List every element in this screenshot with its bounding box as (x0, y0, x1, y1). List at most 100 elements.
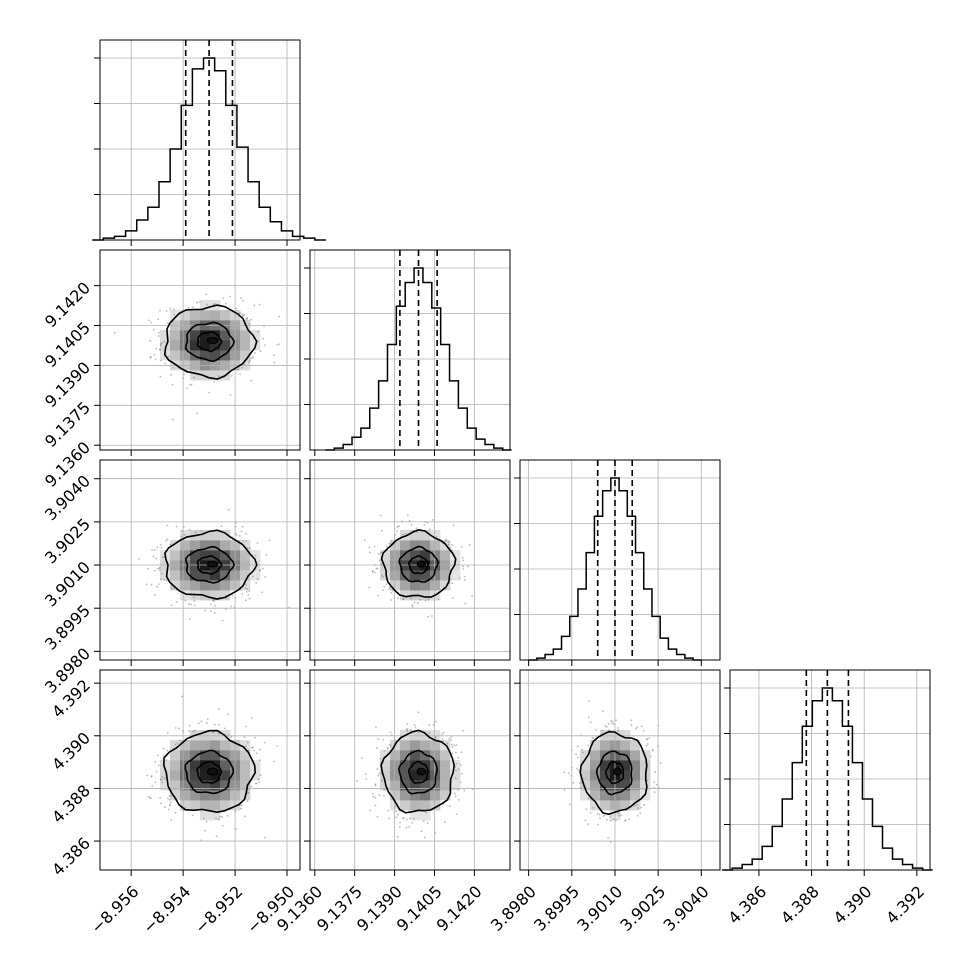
scatter-point (361, 757, 363, 759)
density-cell (640, 780, 651, 791)
scatter-point (187, 306, 190, 309)
scatter-point (589, 811, 592, 814)
density-cell (200, 800, 211, 811)
density-cell (430, 730, 441, 741)
scatter-point (412, 817, 415, 820)
scatter-point (225, 597, 228, 600)
scatter-point (148, 319, 150, 322)
scatter-point (451, 544, 454, 546)
scatter-point (595, 728, 598, 731)
scatter-point (172, 366, 175, 369)
scatter-point (452, 524, 455, 527)
scatter-point (193, 729, 196, 732)
scatter-point (214, 604, 216, 607)
density-cell (640, 760, 651, 771)
scatter-point (454, 777, 457, 779)
scatter-point (162, 755, 165, 757)
x-tick-label: 3.9010 (573, 882, 626, 935)
scatter-point (376, 567, 379, 570)
scatter-point (248, 359, 251, 362)
scatter-point (209, 603, 212, 606)
panel-frame-2-2 (309, 249, 511, 451)
scatter-point (217, 818, 220, 821)
x-tick-label: 4.392 (882, 882, 928, 928)
scatter-point (188, 724, 191, 727)
scatter-point (455, 744, 458, 747)
scatter-point (427, 598, 430, 601)
scatter-point (388, 817, 391, 820)
scatter-point (188, 383, 191, 386)
scatter-point (607, 722, 610, 725)
scatter-point (378, 772, 381, 775)
density-cell (180, 750, 191, 761)
scatter-point (172, 587, 175, 589)
scatter-point (587, 744, 590, 747)
scatter-point (163, 578, 166, 581)
scatter-point (383, 788, 386, 791)
scatter-point (405, 826, 408, 829)
density-cell (600, 760, 611, 771)
scatter-point (576, 745, 579, 748)
density-cell (220, 800, 231, 811)
density-cell (220, 340, 231, 351)
scatter-point (446, 742, 449, 745)
scatter-point (441, 733, 444, 735)
scatter-point (587, 700, 590, 703)
scatter-point (252, 356, 254, 359)
scatter-point (164, 777, 166, 780)
density-cell (160, 770, 171, 781)
scatter-point (192, 730, 195, 733)
density-cell (200, 300, 211, 311)
density-cell (190, 340, 201, 351)
density-cell (210, 530, 221, 541)
density-cell (580, 780, 591, 791)
contour-core-3-0 (206, 767, 219, 776)
scatter-point (447, 543, 450, 546)
scatter-point (244, 587, 247, 590)
contour-2-0-1 (196, 555, 223, 575)
scatter-point (454, 795, 457, 798)
scatter-point (138, 558, 140, 560)
density-cell (210, 350, 221, 361)
scatter-point (273, 361, 276, 364)
scatter-point (461, 556, 464, 559)
density-cell (190, 580, 201, 591)
scatter-point (431, 519, 434, 521)
density-cell (170, 550, 181, 561)
scatter-point (646, 743, 649, 745)
scatter-point (406, 514, 409, 517)
density-cell (580, 770, 591, 781)
density-cell (440, 760, 451, 771)
density-cell (170, 310, 181, 321)
scatter-point (457, 768, 460, 771)
scatter-point (226, 814, 229, 817)
density-cell (250, 570, 261, 581)
scatter-point (374, 804, 377, 807)
scatter-point (609, 819, 612, 822)
scatter-point (244, 745, 247, 748)
scatter-point (167, 808, 170, 811)
scatter-point (259, 774, 262, 777)
scatter-point (453, 744, 456, 747)
contour-1-0-1 (196, 331, 223, 353)
scatter-point (165, 310, 168, 312)
scatter-point (151, 549, 153, 551)
scatter-point (162, 747, 165, 750)
scatter-point (166, 322, 169, 324)
scatter-point (179, 739, 181, 742)
scatter-point (206, 722, 208, 724)
panel-frame-2-1 (99, 249, 301, 451)
scatter-point (371, 569, 374, 572)
scatter-point (459, 764, 462, 766)
scatter-point (414, 726, 417, 729)
scatter-point (611, 720, 614, 723)
density-cell (200, 570, 211, 581)
scatter-point (154, 549, 156, 551)
scatter-point (460, 546, 463, 548)
scatter-point (615, 719, 617, 722)
density-cell (400, 770, 411, 781)
scatter-point (206, 303, 208, 306)
density-cell (160, 330, 171, 341)
scatter-point (245, 590, 248, 593)
contour-core-3-1 (416, 767, 426, 776)
